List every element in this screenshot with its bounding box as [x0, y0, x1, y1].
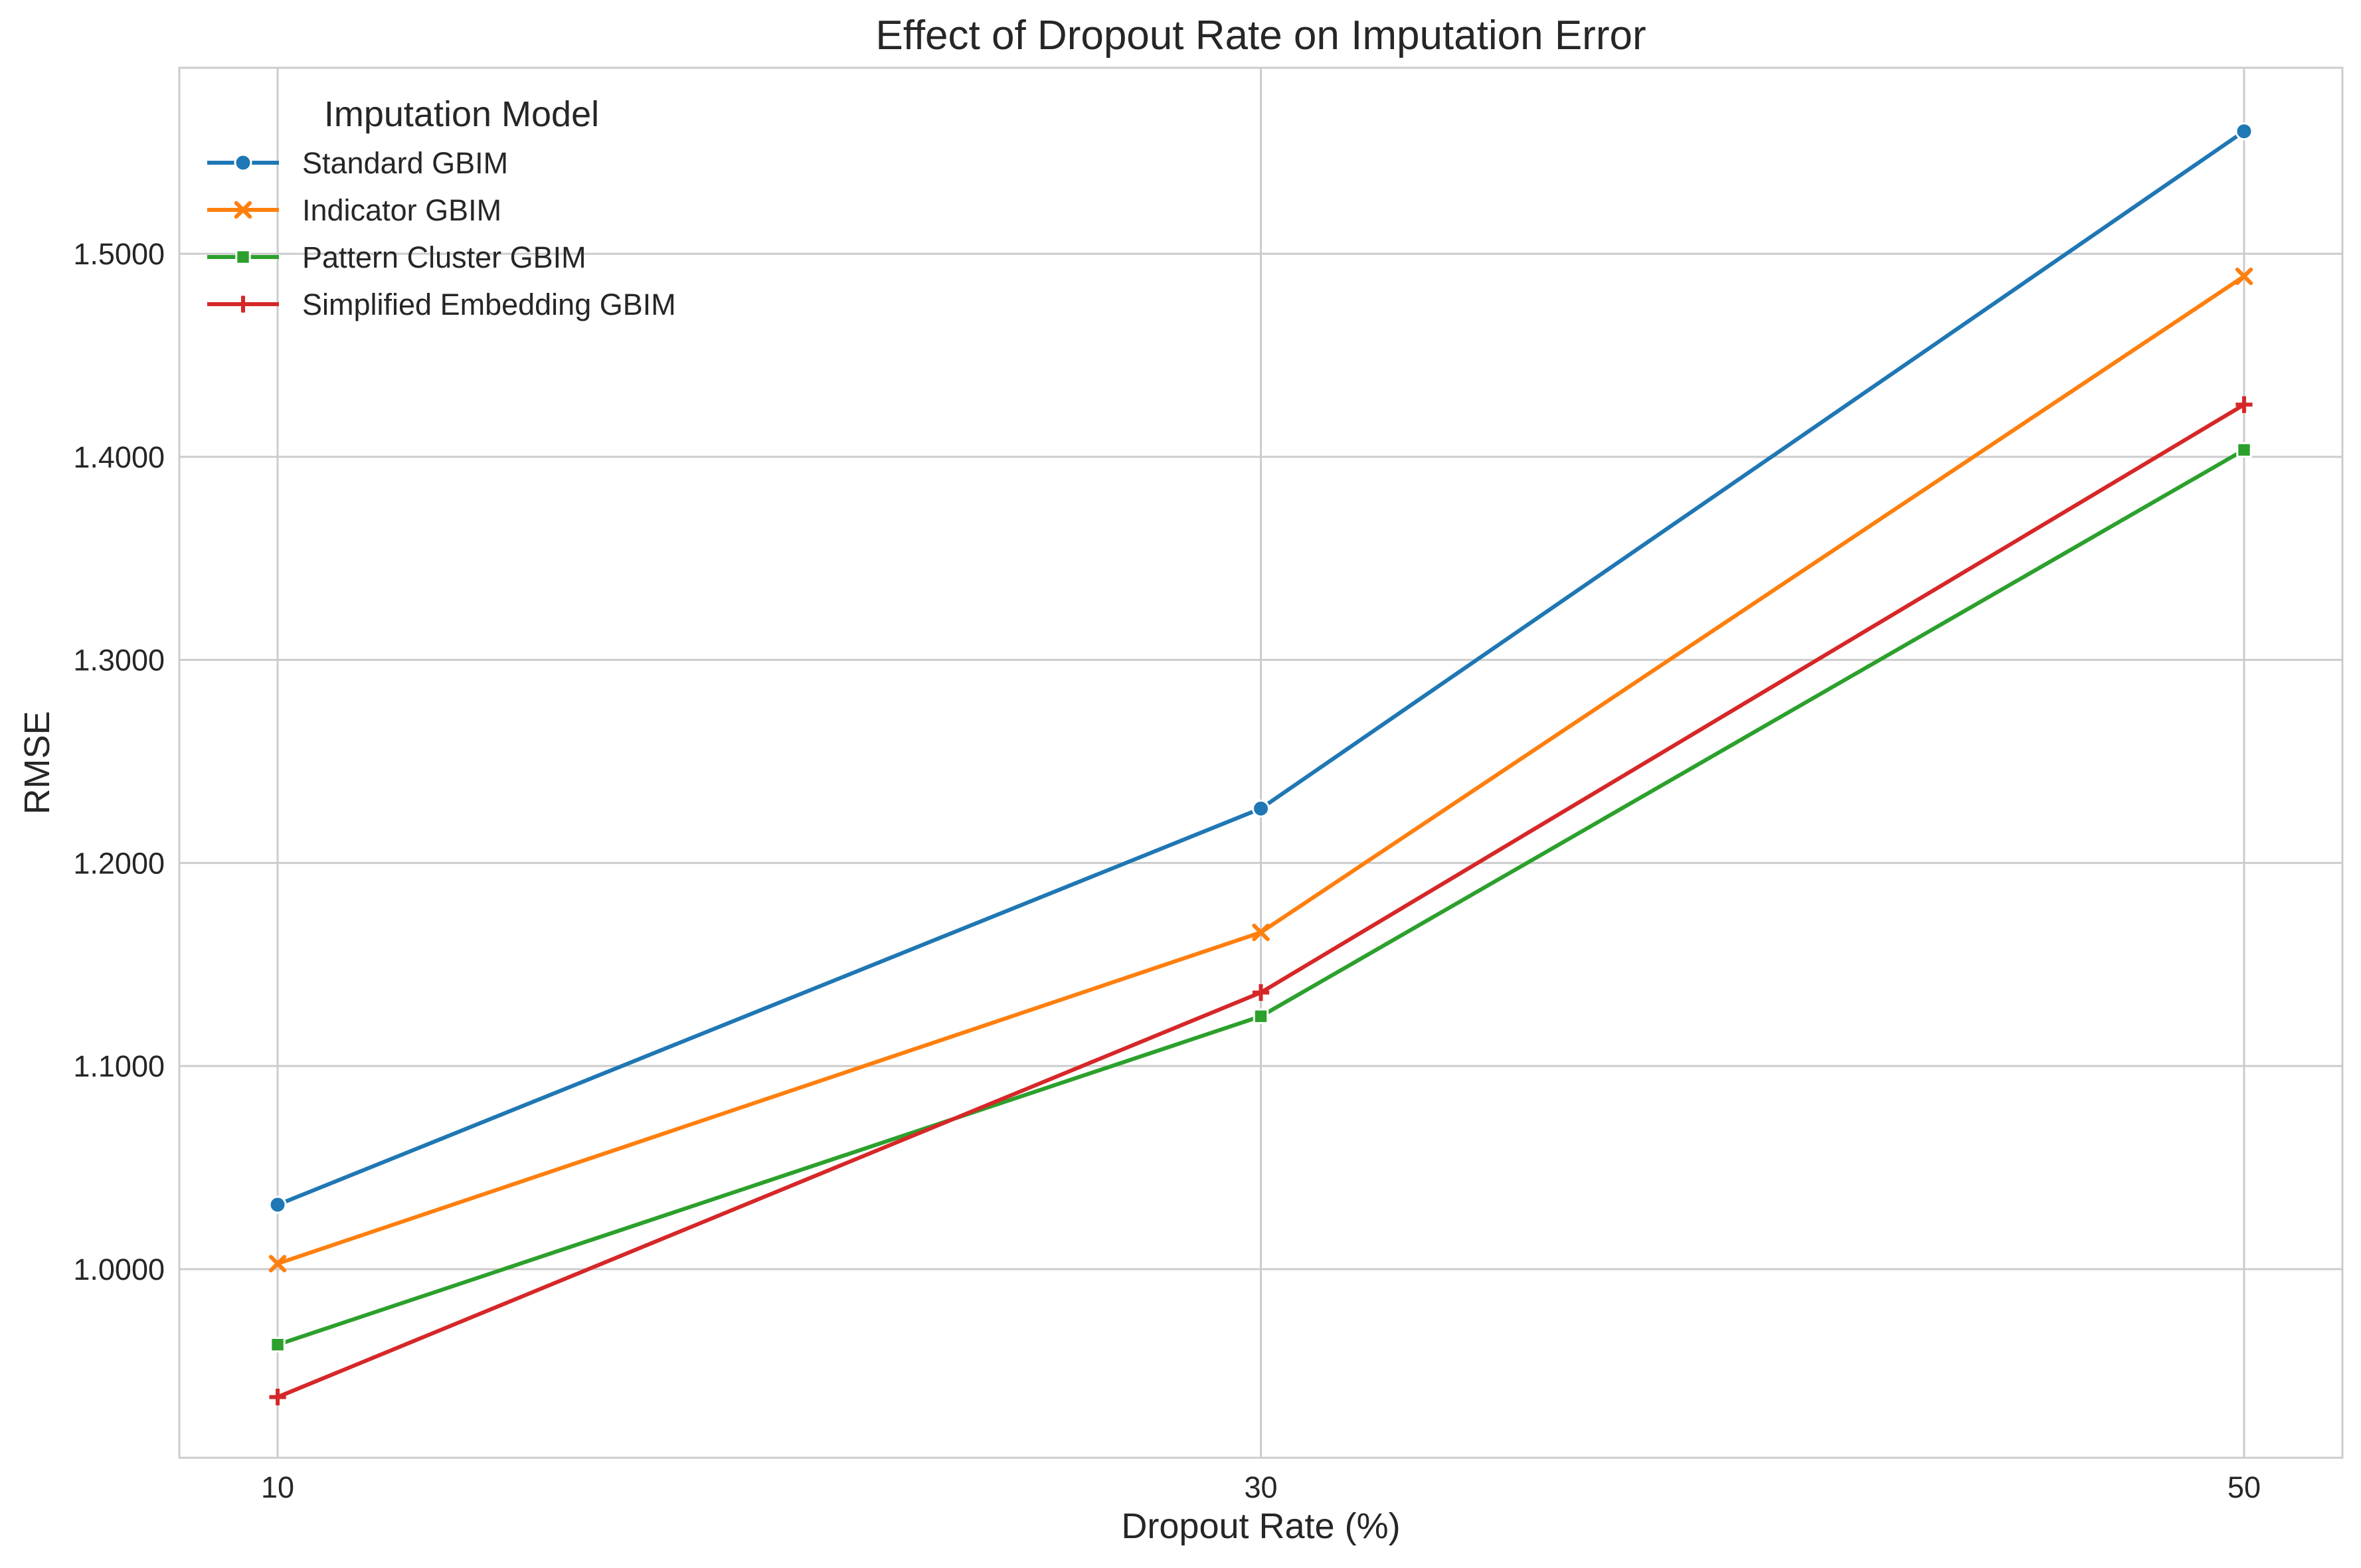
marker-plus: [234, 296, 252, 313]
marker-x: [234, 201, 252, 219]
y-axis-label: RMSE: [17, 711, 57, 814]
marker-x: [2235, 267, 2253, 286]
plot-frame: [178, 66, 2344, 1459]
legend: Imputation Model Standard GBIM Indicator …: [207, 94, 676, 321]
legend-items: Standard GBIM Indicator GBIM Pattern Clust…: [207, 146, 676, 321]
y-tick-label: 1.4000: [73, 440, 165, 474]
marker-circle: [2235, 122, 2253, 141]
y-tick-label: 1.3000: [73, 644, 165, 677]
series-4: [269, 396, 2253, 1406]
marker-square: [1253, 1008, 1269, 1024]
marker-circle: [1252, 799, 1270, 818]
y-tick-label: 1.1000: [73, 1049, 165, 1083]
y-tick-label: 1.5000: [73, 237, 165, 271]
x-tick-label: 50: [2228, 1470, 2261, 1504]
chart-title: Effect of Dropout Rate on Imputation Err…: [875, 13, 1646, 58]
series-layer: [268, 122, 2253, 1406]
x-axis-label: Dropout Rate (%): [1121, 1506, 1400, 1546]
legend-item: Standard GBIM: [207, 146, 508, 180]
marker-plus: [2235, 396, 2253, 413]
series-2: [268, 267, 2253, 1272]
ticks: 10 30 50 1.0000 1.1000 1.2000 1.3000 1.4000 1.50…: [73, 237, 2261, 1504]
legend-label: Simplified Embedding GBIM: [302, 288, 676, 321]
grid: [179, 68, 2342, 1458]
marker-square: [270, 1336, 286, 1353]
y-tick-label: 1.2000: [73, 846, 165, 880]
legend-title: Imputation Model: [324, 94, 599, 134]
legend-label: Pattern Cluster GBIM: [302, 240, 586, 274]
marker-x: [268, 1255, 287, 1272]
marker-circle: [268, 1195, 287, 1214]
marker-circle: [234, 153, 252, 172]
series-1: [268, 122, 2253, 1214]
series-3: [270, 442, 2252, 1353]
marker-x: [1252, 923, 1270, 942]
legend-item: Indicator GBIM: [207, 193, 501, 227]
marker-square: [2236, 442, 2252, 458]
marker-square: [235, 249, 251, 265]
marker-plus: [1252, 984, 1270, 1002]
legend-label: Indicator GBIM: [302, 193, 501, 227]
y-tick-label: 1.0000: [73, 1253, 165, 1286]
x-tick-label: 30: [1244, 1470, 1277, 1504]
legend-label: Standard GBIM: [302, 146, 508, 180]
legend-item: Pattern Cluster GBIM: [207, 240, 586, 274]
legend-item: Simplified Embedding GBIM: [207, 288, 676, 321]
x-tick-label: 10: [261, 1470, 294, 1504]
marker-plus: [269, 1388, 286, 1406]
